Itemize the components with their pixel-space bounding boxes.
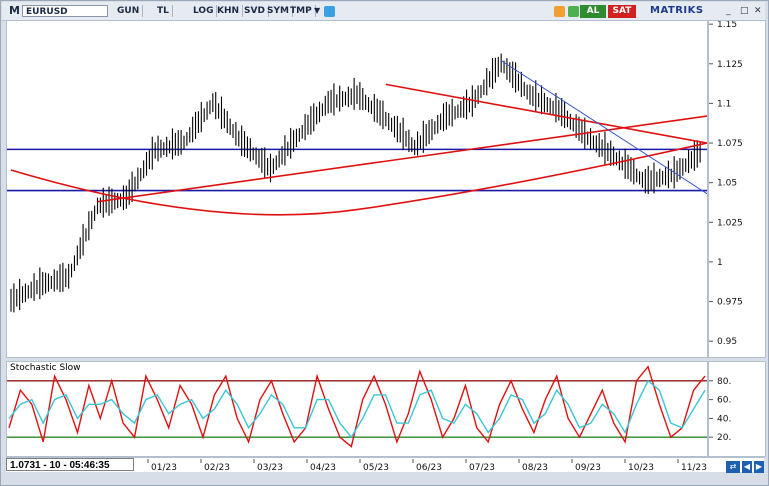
x-tick-label: 08/23 [522, 463, 548, 473]
refresh-icon[interactable] [568, 6, 579, 17]
cursor-readout: 1.0731 - 10 - 05:46:35 [6, 458, 134, 471]
button-sym[interactable]: SYM [264, 5, 293, 17]
x-tick-label: 07/23 [469, 463, 495, 473]
x-tick-label: 10/23 [628, 463, 654, 473]
x-tick-label: 05/23 [363, 463, 389, 473]
twitter-icon[interactable] [324, 6, 335, 17]
stochastic-chart [7, 365, 707, 448]
symbol-field[interactable]: EURUSD [22, 5, 108, 17]
price-y-tick-label: 1.1 [717, 99, 731, 109]
edit-icon[interactable] [554, 6, 565, 17]
dropdown-icon[interactable]: ▼ [314, 6, 321, 15]
stochastic-k-line [8, 365, 706, 448]
x-axis-svg: 01/23 02/23 03/23 04/23 05/23 06/23 07/23 08/23… [147, 459, 707, 473]
button-svd[interactable]: SVD [241, 5, 269, 17]
price-chart [7, 53, 708, 313]
buy-button[interactable]: AL [580, 5, 606, 18]
price-y-tick-label: 1.075 [717, 139, 743, 149]
minimize-icon[interactable]: _ [726, 6, 731, 16]
x-tick-label: 11/23 [681, 463, 707, 473]
stochastic-y-tick-label: 20. [717, 433, 731, 443]
x-axis: 01/23 02/23 03/23 04/23 05/23 06/23 07/23 08/23… [6, 457, 764, 473]
price-y-tick-label: 1 [717, 258, 723, 268]
x-tick-label: 04/23 [310, 463, 336, 473]
sell-button[interactable]: SAT [608, 5, 636, 18]
toolbar: M EURUSD GUN TL LOG KHN SVD SYM TMP ▼ AL… [2, 2, 765, 21]
x-tick-label: 06/23 [416, 463, 442, 473]
scroll-right-icon[interactable]: ▶ [754, 461, 764, 473]
restore-icon[interactable]: □ [740, 6, 749, 16]
x-tick-label: 02/23 [204, 463, 230, 473]
price-y-tick-label: 0.975 [717, 298, 743, 308]
trend-line-down [385, 83, 708, 144]
price-y-tick-label: 1.05 [717, 179, 737, 189]
x-tick-label: 09/23 [575, 463, 601, 473]
stochastic-label: Stochastic Slow [10, 363, 81, 373]
price-y-axis: 1.15 1.125 1.1 1.075 1.05 1.025 1 0.975 0.95 [708, 20, 766, 358]
price-y-axis-svg: 1.15 1.125 1.1 1.075 1.05 1.025 1 0.975 0.95 [709, 20, 743, 347]
stochastic-y-axis: 80. 60. 40. 20. [708, 361, 766, 457]
button-gun[interactable]: GUN [114, 5, 144, 17]
stochastic-d-line [8, 379, 706, 439]
button-tl[interactable]: TL [154, 5, 173, 17]
stochastic-y-axis-svg: 80. 60. 40. 20. [709, 377, 731, 443]
close-icon[interactable]: ✕ [754, 6, 762, 16]
x-tick-label: 01/23 [151, 463, 177, 473]
trend-line-up [97, 115, 708, 203]
trend-line-blue [500, 60, 708, 195]
stochastic-y-tick-label: 40. [717, 414, 731, 424]
stochastic-plot-area[interactable] [6, 361, 708, 457]
button-khn[interactable]: KHN [214, 5, 244, 17]
price-y-tick-label: 1.15 [717, 21, 737, 30]
price-y-tick-label: 1.125 [717, 60, 743, 70]
sync-icon[interactable]: ⇄ [726, 461, 740, 473]
stochastic-y-tick-label: 60. [717, 396, 731, 406]
price-y-tick-label: 0.95 [717, 337, 737, 347]
logo: M [9, 4, 20, 17]
button-tmp[interactable]: TMP [287, 5, 316, 17]
price-plot-area[interactable] [6, 20, 708, 358]
scroll-left-icon[interactable]: ◀ [742, 461, 752, 473]
button-log[interactable]: LOG [190, 5, 218, 17]
moving-average-line [10, 142, 708, 216]
brand-label: MATRIKS [650, 5, 704, 16]
x-tick-label: 03/23 [257, 463, 283, 473]
price-y-tick-label: 1.025 [717, 218, 743, 228]
stochastic-y-tick-label: 80. [717, 377, 731, 387]
